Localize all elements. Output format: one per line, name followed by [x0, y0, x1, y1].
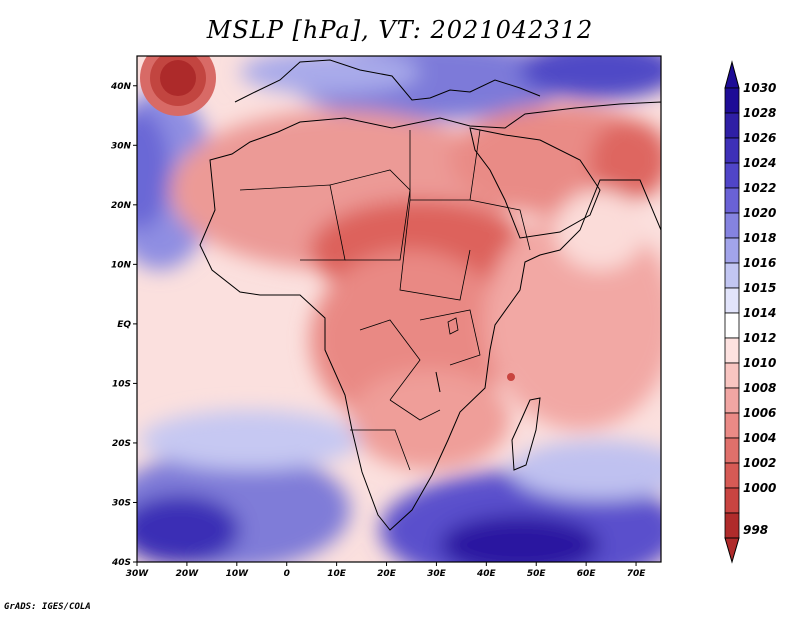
- y-tick-label: 10N: [111, 260, 132, 270]
- mslp-map-figure: 30W 20W 10W 0 10E 20E 30E 40E 50E 60E 70E 40S 30S 20…: [110, 55, 776, 579]
- colorbar-swatch: [724, 187, 740, 214]
- y-tick-label: EQ: [117, 320, 131, 330]
- colorbar-swatch: [724, 437, 740, 464]
- colorbar-arrow-bottom: [724, 537, 740, 564]
- pressure-field: [137, 56, 661, 562]
- x-tick-label: 10E: [327, 569, 347, 579]
- colorbar-arrow-top: [724, 60, 740, 89]
- colorbar-label: 1004: [743, 431, 776, 445]
- colorbar-label: 1010: [743, 356, 776, 370]
- map-title: MSLP [hPa], VT: 2021042312: [206, 16, 594, 44]
- colorbar-label: 1030: [743, 81, 776, 95]
- x-tick-label: 30W: [126, 569, 150, 579]
- colorbar-swatch: [724, 387, 740, 414]
- colorbar-swatch: [724, 337, 740, 364]
- colorbar-swatch: [724, 287, 740, 314]
- madagascar-outline: [511, 397, 541, 471]
- x-tick-label: 20W: [176, 569, 200, 579]
- latitude-axis: 40S 30S 20S 10S EQ 10N 20N 30N 40N: [110, 82, 132, 568]
- colorbar-swatch: [724, 137, 740, 164]
- colorbar-label: 1026: [743, 131, 776, 145]
- colorbar: 1030 1028 1026 1024 1022 1020 1018 1016 1015 1014…: [724, 60, 776, 564]
- y-tick-label: 40N: [110, 82, 132, 92]
- y-tick-label: 10S: [112, 379, 131, 389]
- colorbar-label: 1028: [743, 106, 776, 120]
- y-tick-label: 30S: [112, 498, 131, 508]
- colorbar-label: 1015: [743, 281, 776, 295]
- colorbar-label: 998: [743, 523, 768, 537]
- y-tick-label: 20S: [112, 439, 131, 449]
- x-tick-label: 10W: [226, 569, 250, 579]
- colorbar-swatch: [724, 162, 740, 189]
- y-tick-label: 30N: [111, 141, 132, 151]
- y-tick-label: 40S: [111, 558, 131, 568]
- x-tick-label: 0: [284, 569, 290, 579]
- y-tick-label: 20N: [111, 201, 132, 211]
- x-tick-label: 70E: [627, 569, 647, 579]
- arabia-outline: [469, 127, 601, 239]
- coastline: [199, 101, 661, 531]
- x-tick-label: 20E: [377, 569, 397, 579]
- colorbar-swatch: [724, 412, 740, 439]
- colorbar-swatch: [724, 87, 740, 114]
- colorbar-label: 1022: [743, 181, 776, 195]
- colorbar-label: 1012: [743, 331, 776, 345]
- x-tick-label: 30E: [427, 569, 447, 579]
- colorbar-swatch: [724, 462, 740, 489]
- colorbar-swatch: [724, 312, 740, 339]
- europe-coastline: [234, 59, 541, 103]
- colorbar-swatch: [724, 112, 740, 139]
- colorbar-label: 1016: [743, 256, 776, 270]
- colorbar-swatch: [724, 362, 740, 389]
- colorbar-swatch: [724, 212, 740, 239]
- longitude-axis: 30W 20W 10W 0 10E 20E 30E 40E 50E 60E 70E: [126, 569, 646, 579]
- grads-credit: GrADS: IGES/COLA: [4, 602, 91, 612]
- colorbar-label: 1014: [743, 306, 776, 320]
- colorbar-label: 1002: [743, 456, 776, 470]
- x-tick-label: 40E: [476, 569, 497, 579]
- colorbar-label: 1018: [743, 231, 776, 245]
- x-tick-label: 60E: [577, 569, 597, 579]
- colorbar-swatch: [724, 262, 740, 289]
- colorbar-label: 1008: [743, 381, 776, 395]
- colorbar-swatch: [724, 512, 740, 539]
- colorbar-swatch: [724, 237, 740, 264]
- colorbar-label: 1020: [743, 206, 776, 220]
- axis-ticks: [133, 85, 637, 566]
- colorbar-swatch: [724, 487, 740, 514]
- x-tick-label: 50E: [527, 569, 547, 579]
- colorbar-label: 1024: [743, 156, 776, 170]
- colorbar-label: 1006: [743, 406, 776, 420]
- colorbar-label: 1000: [743, 481, 776, 495]
- map-frame: [136, 55, 662, 563]
